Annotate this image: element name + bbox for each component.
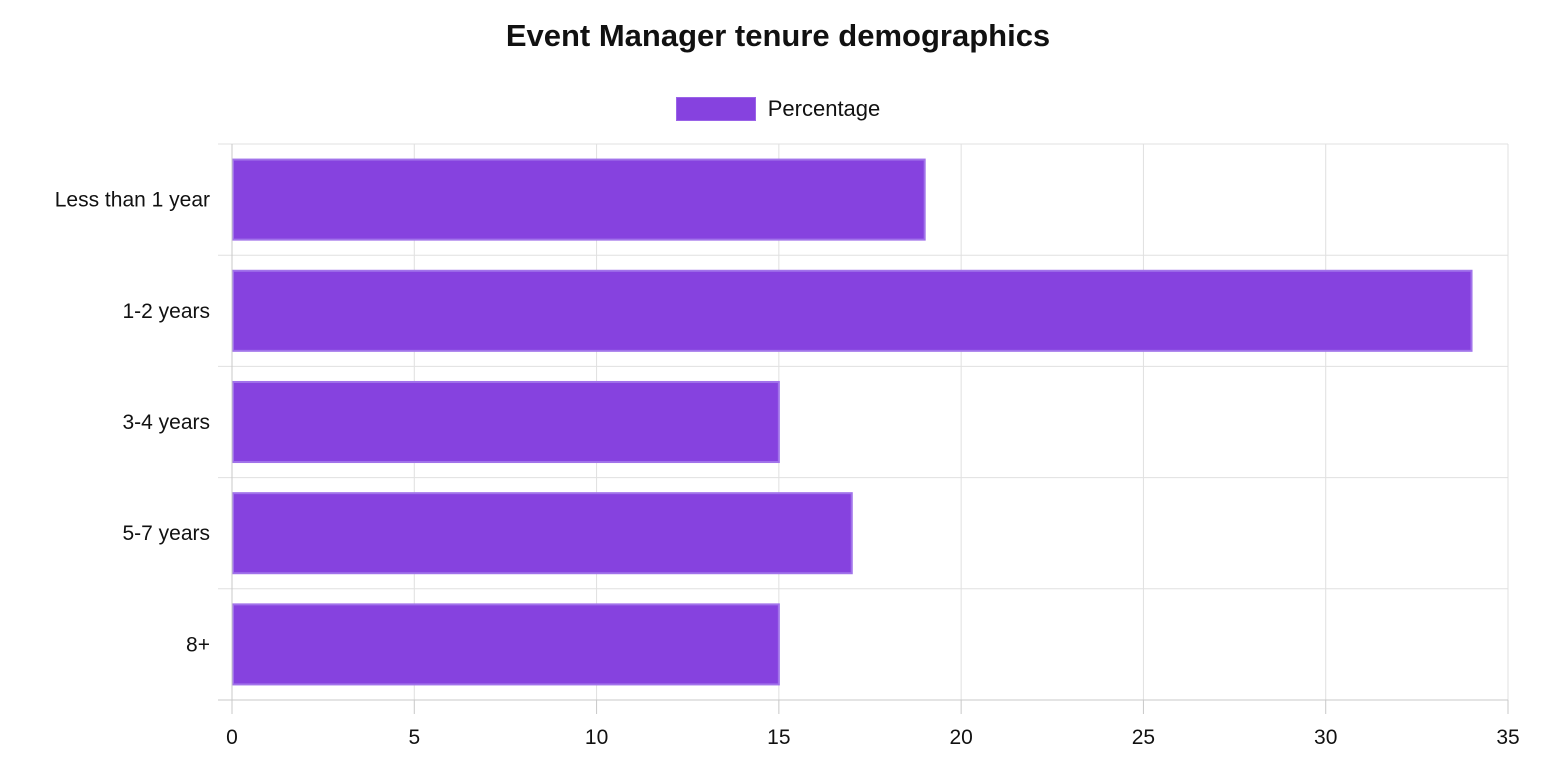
- y-category-label: 5-7 years: [122, 522, 210, 545]
- x-tick-label: 0: [226, 726, 238, 749]
- axes: [218, 144, 1509, 714]
- x-tick-label: 30: [1314, 726, 1337, 749]
- x-tick-label: 10: [585, 726, 608, 749]
- x-tick-label: 20: [949, 726, 972, 749]
- x-tick-label: 15: [767, 726, 790, 749]
- y-category-label: 3-4 years: [122, 411, 210, 434]
- legend: Percentage: [0, 96, 1556, 122]
- x-tick-label: 25: [1132, 726, 1155, 749]
- x-tick-label: 35: [1496, 726, 1519, 749]
- bar[interactable]: [232, 269, 1473, 352]
- bar[interactable]: [232, 380, 780, 464]
- y-category-label: 1-2 years: [122, 300, 210, 323]
- bar[interactable]: [232, 492, 853, 575]
- bars: [232, 158, 1473, 686]
- y-category-labels: Less than 1 year 1-2 years 3-4 years 5-7 ye…: [55, 189, 210, 657]
- y-category-label: Less than 1 year: [55, 189, 210, 212]
- x-tick-label: 5: [408, 726, 420, 749]
- legend-swatch[interactable]: [675, 97, 756, 121]
- bar[interactable]: [232, 603, 780, 686]
- bar[interactable]: [232, 158, 926, 241]
- y-category-label: 8+: [186, 633, 210, 656]
- legend-label: Percentage: [767, 96, 881, 121]
- chart-title: Event Manager tenure demographics: [505, 18, 1051, 53]
- x-tick-labels: 0 5 10 15 20 25 30 35: [226, 726, 1520, 749]
